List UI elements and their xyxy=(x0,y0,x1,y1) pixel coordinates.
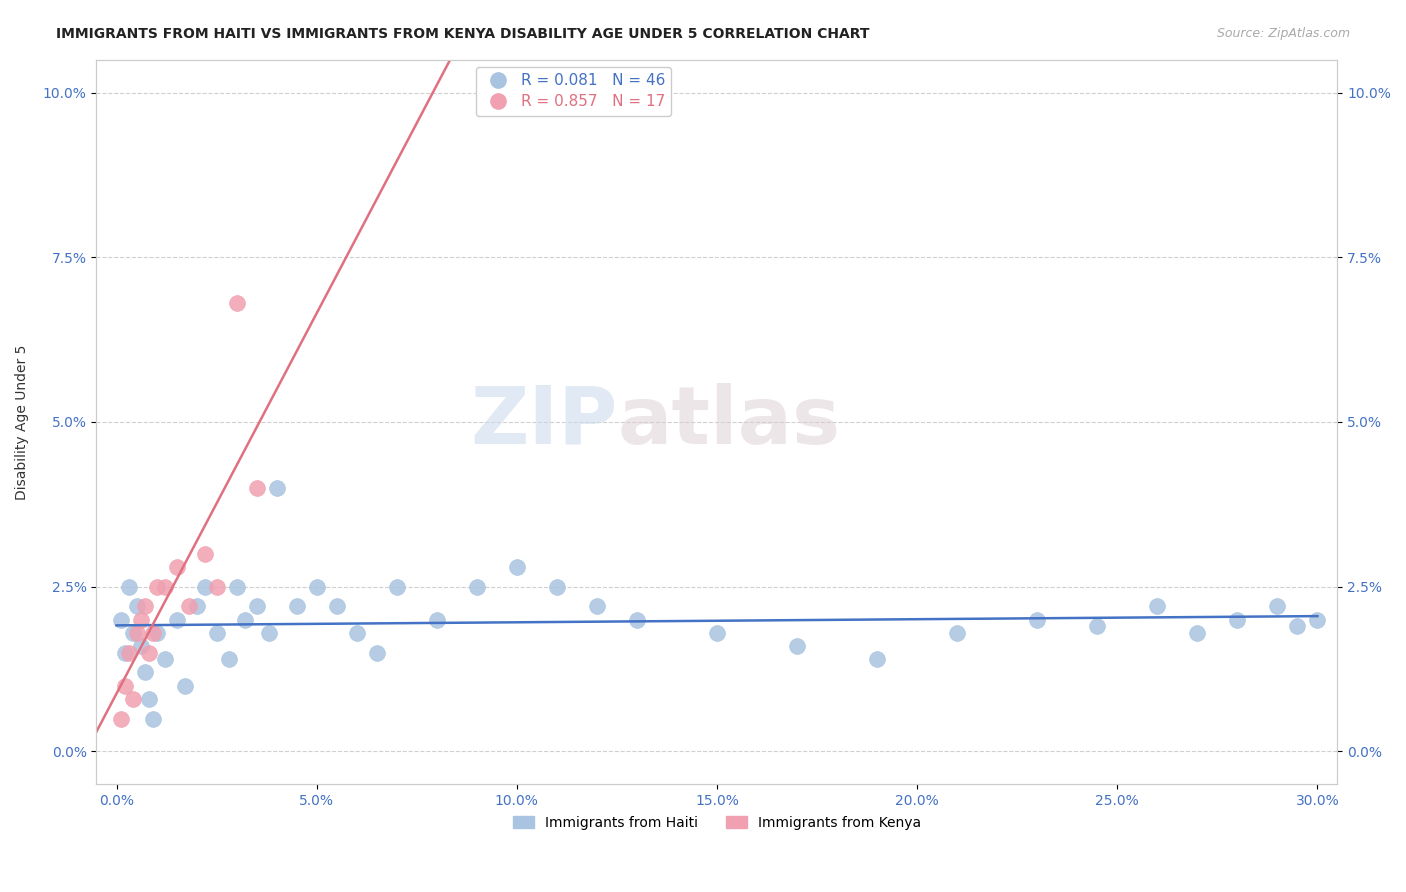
Point xyxy=(225,296,247,310)
Point xyxy=(246,481,269,495)
Point xyxy=(1085,619,1108,633)
Point xyxy=(506,560,529,574)
Point xyxy=(114,679,136,693)
Point xyxy=(173,679,195,693)
Point xyxy=(218,652,240,666)
Point xyxy=(346,625,368,640)
Point xyxy=(546,580,568,594)
Point xyxy=(866,652,889,666)
Point xyxy=(110,613,132,627)
Point xyxy=(121,691,143,706)
Point xyxy=(125,599,148,614)
Point xyxy=(1146,599,1168,614)
Point xyxy=(121,625,143,640)
Point xyxy=(141,625,163,640)
Point xyxy=(586,599,609,614)
Point xyxy=(786,639,808,653)
Point xyxy=(246,599,269,614)
Point xyxy=(141,712,163,726)
Point xyxy=(1026,613,1049,627)
Point xyxy=(706,625,728,640)
Point xyxy=(186,599,208,614)
Point xyxy=(153,652,176,666)
Point xyxy=(233,613,256,627)
Point xyxy=(134,599,156,614)
Point xyxy=(205,625,228,640)
Point xyxy=(145,580,167,594)
Point xyxy=(285,599,308,614)
Point xyxy=(117,646,139,660)
Point xyxy=(465,580,488,594)
Point xyxy=(225,580,247,594)
Point xyxy=(266,481,288,495)
Point xyxy=(153,580,176,594)
Point xyxy=(125,625,148,640)
Point xyxy=(426,613,449,627)
Point xyxy=(145,625,167,640)
Point xyxy=(134,665,156,680)
Text: Source: ZipAtlas.com: Source: ZipAtlas.com xyxy=(1216,27,1350,40)
Point xyxy=(166,613,188,627)
Point xyxy=(1226,613,1249,627)
Point xyxy=(129,639,152,653)
Point xyxy=(325,599,347,614)
Point xyxy=(114,646,136,660)
Point xyxy=(1306,613,1329,627)
Point xyxy=(138,646,160,660)
Point xyxy=(1286,619,1309,633)
Y-axis label: Disability Age Under 5: Disability Age Under 5 xyxy=(15,344,30,500)
Point xyxy=(110,712,132,726)
Point xyxy=(117,580,139,594)
Point xyxy=(626,613,648,627)
Point xyxy=(366,646,388,660)
Point xyxy=(138,691,160,706)
Point xyxy=(193,547,215,561)
Point xyxy=(129,613,152,627)
Point xyxy=(177,599,200,614)
Text: IMMIGRANTS FROM HAITI VS IMMIGRANTS FROM KENYA DISABILITY AGE UNDER 5 CORRELATIO: IMMIGRANTS FROM HAITI VS IMMIGRANTS FROM… xyxy=(56,27,870,41)
Text: atlas: atlas xyxy=(617,383,841,461)
Point xyxy=(205,580,228,594)
Point xyxy=(1267,599,1289,614)
Point xyxy=(257,625,280,640)
Text: ZIP: ZIP xyxy=(471,383,617,461)
Point xyxy=(385,580,408,594)
Point xyxy=(305,580,328,594)
Point xyxy=(166,560,188,574)
Legend: Immigrants from Haiti, Immigrants from Kenya: Immigrants from Haiti, Immigrants from K… xyxy=(508,810,927,836)
Point xyxy=(1187,625,1209,640)
Point xyxy=(946,625,969,640)
Point xyxy=(193,580,215,594)
